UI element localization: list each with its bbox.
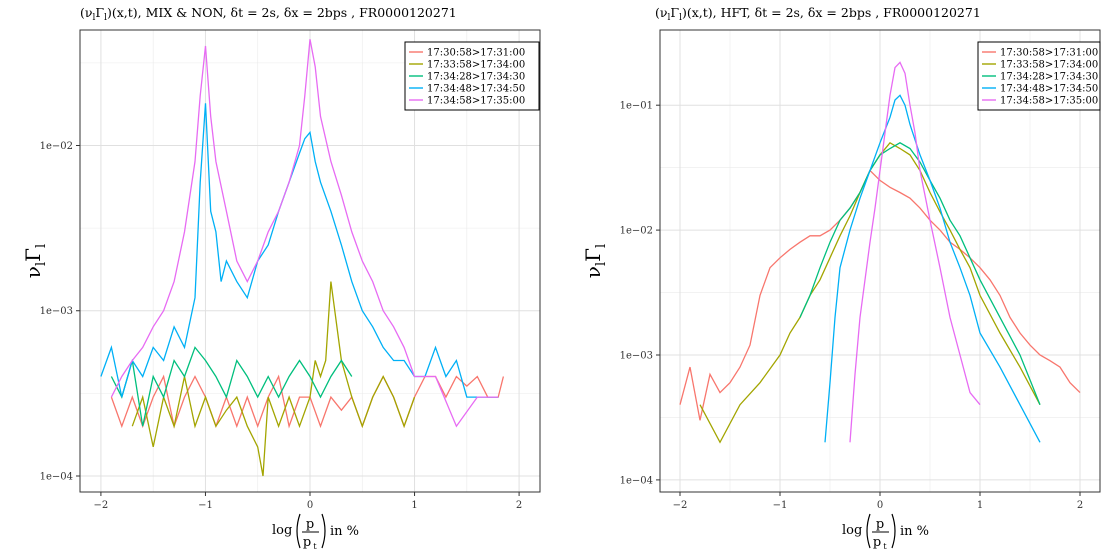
title-sub: l — [104, 13, 107, 23]
title-sub: l — [667, 13, 670, 23]
title-part: Γ — [670, 5, 679, 20]
legend-label-3: 17:34:28>17:34:30 — [1000, 72, 1098, 83]
chart-panel-2: −2 −1 0 1 21e−041e−031e−021e−01(νlΓl)(x,t), … — [581, 5, 1101, 551]
legend-label-4: 17:34:48>17:34:50 — [1000, 84, 1098, 95]
y-label-part: ν — [21, 266, 45, 278]
x-label-unit: in % — [900, 524, 929, 539]
y-tick-label: 1e−02 — [40, 141, 73, 152]
y-axis-label: νlΓl — [21, 244, 49, 278]
legend-box — [977, 41, 1101, 111]
title-part: Γ — [95, 5, 104, 20]
y-tick-label: 1e−04 — [620, 475, 653, 486]
legend-label-1: 17:30:58>17:31:00 — [427, 48, 525, 59]
x-tick-label: 0 — [307, 500, 313, 511]
y-tick-label: 1e−02 — [620, 226, 653, 237]
title-part: )(x,t), HFT, δt = 2s, δx = 2bps , FR0000… — [682, 5, 981, 20]
y-label-sub: l — [594, 262, 609, 266]
legend: 17:30:58>17:31:0017:33:58>17:34:0017:34:… — [977, 41, 1101, 111]
x-tick-label: −1 — [198, 500, 213, 511]
legend-label-4: 17:34:48>17:34:50 — [427, 84, 525, 95]
x-label-numerator: p — [306, 517, 314, 532]
x-label-denominator: p — [873, 535, 881, 550]
x-label-log: log — [272, 523, 292, 538]
y-label-part: ν — [581, 266, 605, 278]
x-tick-label: −1 — [773, 500, 788, 511]
legend-box — [404, 41, 540, 111]
legend-label-2: 17:33:58>17:34:00 — [1000, 60, 1098, 71]
y-tick-label: 1e−03 — [620, 350, 653, 361]
series-line-5 — [849, 61, 981, 443]
x-label-paren-left — [296, 513, 301, 549]
legend: 17:30:58>17:31:0017:33:58>17:34:0017:34:… — [404, 41, 540, 111]
series-line-1 — [679, 169, 1081, 421]
series-lines — [100, 39, 505, 477]
title-sub: l — [92, 13, 95, 23]
series-line-4 — [824, 94, 1041, 443]
x-tick-label: 2 — [1077, 500, 1083, 511]
chart-title: (νlΓl)(x,t), HFT, δt = 2s, δx = 2bps , F… — [655, 5, 981, 23]
x-label-unit: in % — [330, 524, 359, 539]
y-tick-label: 1e−04 — [40, 471, 73, 482]
x-tick-label: −2 — [94, 500, 109, 511]
title-part: )(x,t), MIX & NON, δt = 2s, δx = 2bps , … — [107, 5, 457, 20]
title-part: (ν — [80, 5, 92, 20]
series-line-3 — [110, 346, 353, 427]
x-axis-label: log pp tin % — [842, 513, 929, 551]
legend-label-5: 17:34:58>17:35:00 — [427, 96, 525, 107]
chart-panel-1: −2−10121e−041e−031e−021e−01(νlΓl)(x,t), … — [21, 5, 541, 551]
series-lines — [679, 61, 1081, 444]
grid-major — [660, 30, 1100, 492]
x-tick-label: 0 — [877, 500, 883, 511]
x-label-paren-left — [866, 513, 871, 549]
y-label-part: Γ — [21, 248, 45, 262]
legend-label-3: 17:34:28>17:34:30 — [427, 72, 525, 83]
y-label-sub: l — [34, 244, 49, 248]
y-tick-label: 1e−01 — [620, 101, 653, 112]
y-label-part: Γ — [581, 248, 605, 262]
chart-title: (νlΓl)(x,t), MIX & NON, δt = 2s, δx = 2b… — [80, 5, 457, 23]
x-tick-label: 1 — [977, 500, 983, 511]
y-label-sub: l — [594, 244, 609, 248]
x-label-denominator: p — [303, 535, 311, 550]
x-label-denominator-sub: t — [313, 542, 317, 551]
legend-label-2: 17:33:58>17:34:00 — [427, 60, 525, 71]
x-label-paren-right — [891, 513, 896, 549]
x-tick-label: 1 — [411, 500, 417, 511]
title-sub: l — [679, 13, 682, 23]
x-label-log: log — [842, 523, 862, 538]
x-axis-label: log pp tin % — [272, 513, 359, 551]
x-label-numerator: p — [876, 517, 884, 532]
legend-label-1: 17:30:58>17:31:00 — [1000, 48, 1098, 59]
x-label-paren-right — [321, 513, 326, 549]
y-axis-label: νlΓl — [581, 244, 609, 278]
x-label-denominator-sub: t — [883, 542, 887, 551]
series-line-5 — [110, 39, 499, 428]
y-tick-label: 1e−03 — [40, 306, 73, 317]
series-line-3 — [799, 142, 1041, 405]
x-tick-label: −2 — [673, 500, 688, 511]
title-part: (ν — [655, 5, 667, 20]
y-label-sub: l — [34, 262, 49, 266]
x-tick-label: 2 — [516, 500, 522, 511]
legend-label-5: 17:34:58>17:35:00 — [1000, 96, 1098, 107]
